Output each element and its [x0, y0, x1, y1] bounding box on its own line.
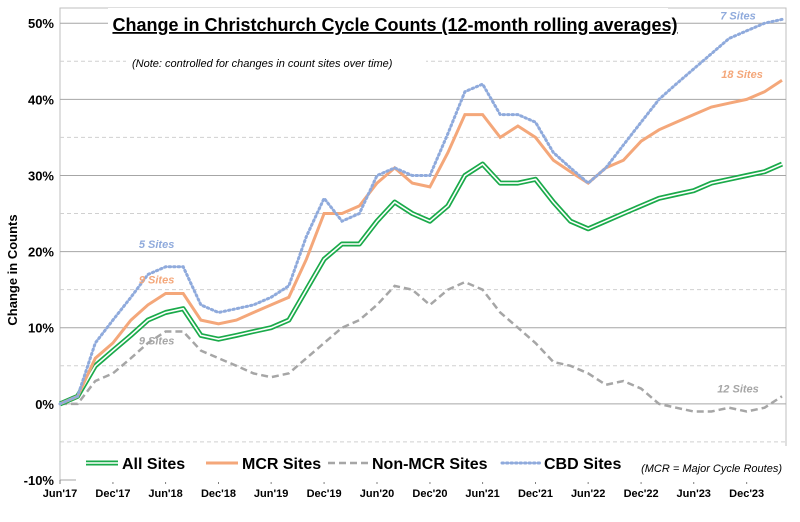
x-tick-label: Dec'22	[624, 488, 659, 500]
y-tick-label: 50%	[28, 16, 54, 31]
mcr-sites-line	[59, 79, 783, 406]
cbd-sites-line	[58, 17, 784, 406]
x-tick-label: Dec'23	[729, 488, 764, 500]
x-tick-label: Jun'23	[677, 488, 711, 500]
y-tick-label: 0%	[35, 397, 54, 412]
y-axis-label: Change in Counts	[5, 214, 20, 325]
site-count-label: 18 Sites	[721, 69, 763, 81]
y-axis-ticks: -10% 0% 10% 20% 30% 40% 50%	[24, 16, 55, 488]
legend-footnote: (MCR = Major Cycle Routes)	[641, 463, 782, 475]
legend: All Sites MCR Sites Non-MCR Sites CBD Sites…	[76, 446, 792, 482]
legend-mcr-sites-label: MCR Sites	[242, 456, 321, 473]
legend-backdrop	[76, 446, 792, 482]
site-count-label: 9 Sites	[139, 275, 174, 287]
all-sites-line-inner	[59, 163, 783, 405]
site-count-label: 7 Sites	[720, 10, 755, 22]
x-tick-label: Jun'21	[465, 488, 499, 500]
x-tick-label: Dec'20	[412, 488, 447, 500]
x-tick-label: Dec'19	[307, 488, 342, 500]
legend-cbd-sites-label: CBD Sites	[544, 456, 621, 473]
y-tick-label: 10%	[28, 321, 54, 336]
y-tick-label: -10%	[24, 473, 55, 488]
legend-all-sites-label: All Sites	[122, 456, 185, 473]
x-tick-label: Dec'21	[518, 488, 553, 500]
x-tick-label: Jun'22	[571, 488, 605, 500]
x-tick-label: Jun'18	[148, 488, 182, 500]
site-count-label: 12 Sites	[717, 383, 759, 395]
x-tick-label: Jun'19	[254, 488, 288, 500]
x-tick-label: Jun'20	[360, 488, 394, 500]
title-backdrop	[108, 8, 668, 40]
annotations: 7 Sites 18 Sites 5 Sites 9 Sites 9 Sites 12 S…	[139, 10, 763, 395]
site-count-label: 5 Sites	[139, 239, 174, 251]
y-tick-label: 30%	[28, 168, 54, 183]
chart-title: Change in Christchurch Cycle Counts (12-…	[112, 15, 677, 35]
note-backdrop	[126, 53, 426, 73]
y-tick-label: 20%	[28, 245, 54, 260]
non-mcr-sites-line	[60, 280, 783, 413]
x-tick-label: Dec'17	[95, 488, 130, 500]
x-tick-label: Dec'18	[201, 488, 236, 500]
chart-note: (Note: controlled for changes in count s…	[132, 58, 393, 70]
y-tick-label: 40%	[28, 92, 54, 107]
x-axis-ticks: Jun'17 Dec'17 Jun'18 Dec'18 Jun'19 Dec'19 Jun'…	[43, 480, 764, 500]
site-count-label: 9 Sites	[139, 335, 174, 347]
series-group	[58, 17, 784, 413]
x-tick-label: Jun'17	[43, 488, 77, 500]
legend-non-mcr-sites-label: Non-MCR Sites	[372, 456, 488, 473]
